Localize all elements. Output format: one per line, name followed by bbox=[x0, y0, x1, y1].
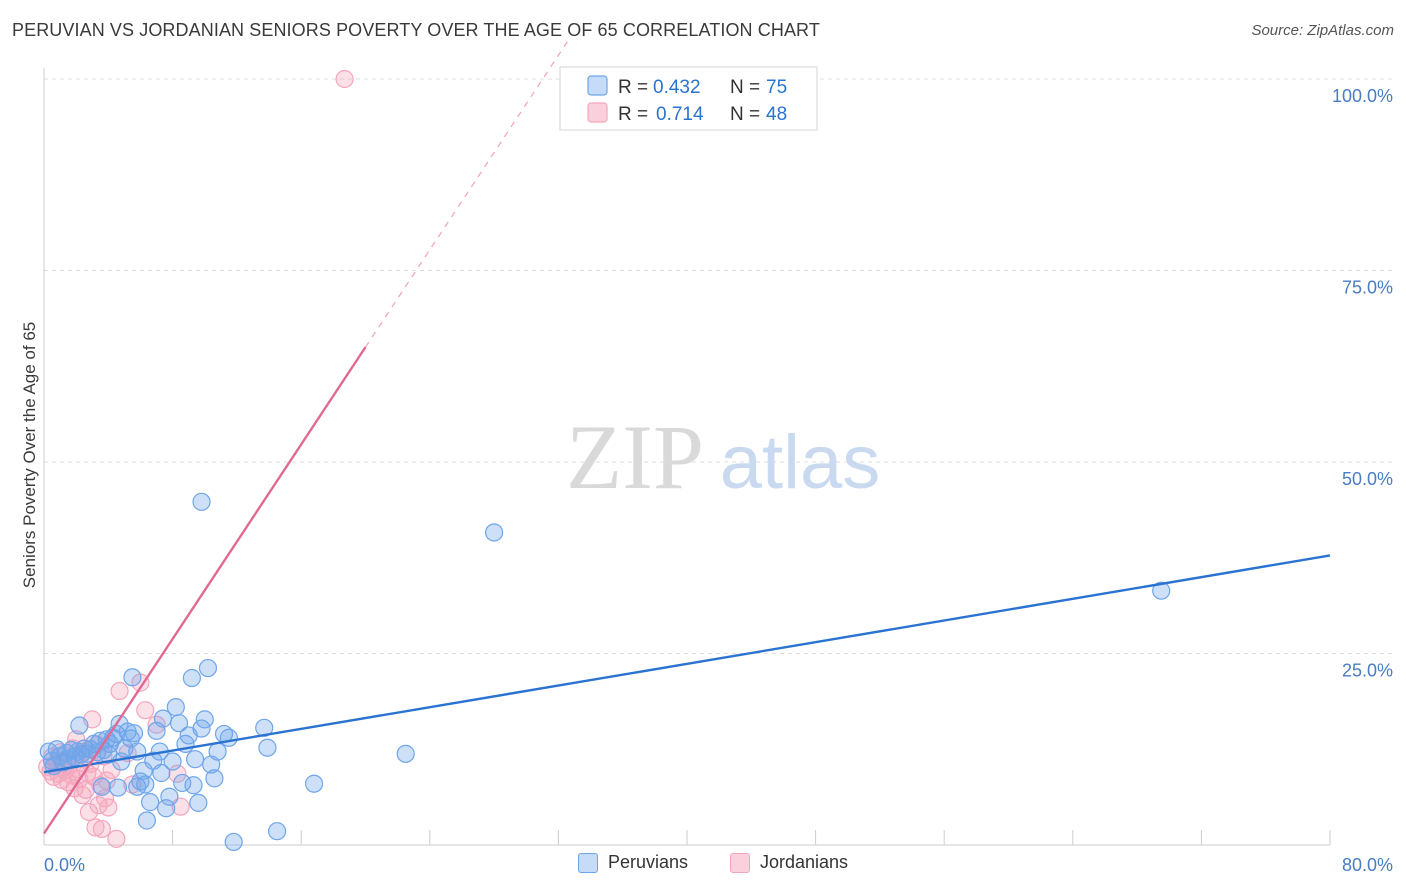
jordanians-point-32 bbox=[92, 819, 111, 839]
peruvians-point-58 bbox=[219, 728, 238, 747]
jordanians-trend-extension bbox=[364, 40, 569, 348]
jordanians-point-38 bbox=[107, 829, 126, 848]
legend-r-value-2: 0.714 bbox=[656, 104, 704, 125]
peruvians-point-67 bbox=[1152, 581, 1171, 600]
peruvians-point-53 bbox=[198, 658, 218, 678]
peruvians-point-59 bbox=[224, 832, 243, 852]
jordanians-point-20 bbox=[73, 786, 92, 805]
source-label: Source: ZipAtlas.com bbox=[1251, 22, 1394, 39]
legend-box: R = 0.432 N = 75 R = 0.714 N = 48 bbox=[559, 66, 818, 131]
peruvians-point-33 bbox=[134, 761, 153, 780]
legend-r-label-1: R = bbox=[618, 77, 648, 98]
peruvians-point-34 bbox=[137, 811, 156, 830]
peruvians-point-69 bbox=[92, 777, 111, 796]
legend-item-jordanians[interactable]: Jordanians bbox=[730, 852, 848, 873]
legend-r-value-1: 0.432 bbox=[653, 77, 701, 98]
peruvians-point-64 bbox=[396, 744, 415, 763]
watermark-zip: ZIP bbox=[566, 406, 704, 508]
legend-n-value-2: 48 bbox=[766, 104, 787, 125]
y-tick-label-1: 75.0% bbox=[1342, 278, 1393, 298]
grid-lines bbox=[44, 78, 1394, 654]
peruvians-point-48 bbox=[182, 668, 201, 688]
peruvians-point-62 bbox=[267, 822, 287, 841]
jordanians-trend-line bbox=[42, 346, 367, 835]
peruvians-point-44 bbox=[169, 714, 189, 733]
peruvians-point-43 bbox=[166, 698, 185, 717]
legend-swatch-peruvians bbox=[587, 75, 608, 96]
watermark: ZIP atlas bbox=[566, 406, 880, 508]
trend-lines bbox=[42, 40, 1331, 835]
jordanians-point-43 bbox=[136, 701, 155, 720]
y-tick-label-0: 100.0% bbox=[1332, 86, 1393, 106]
jordanians-point-35 bbox=[97, 771, 116, 790]
legend-item-peruvians[interactable]: Peruvians bbox=[578, 852, 688, 873]
peruvians-point-50 bbox=[189, 793, 208, 812]
jordanians-point-36 bbox=[99, 798, 118, 817]
jordanians-point-28 bbox=[86, 818, 105, 837]
peruvians-point-45 bbox=[173, 773, 192, 793]
jordanians-swatch bbox=[730, 852, 750, 873]
peruvians-point-65 bbox=[192, 492, 211, 511]
peruvians-point-30 bbox=[124, 724, 144, 743]
jordanians-point-39 bbox=[110, 681, 129, 701]
watermark-atlas: atlas bbox=[720, 420, 881, 505]
peruvians-point-52 bbox=[195, 710, 214, 729]
peruvians-point-72 bbox=[152, 763, 171, 783]
chart-title: PERUVIAN VS JORDANIAN SENIORS POVERTY OV… bbox=[12, 20, 820, 40]
legend-r-label-2: R = bbox=[618, 104, 648, 125]
peruvians-points bbox=[39, 492, 1171, 852]
legend-n-value-1: 75 bbox=[766, 77, 787, 98]
peruvians-point-70 bbox=[108, 778, 128, 797]
x-tick-label-min: 0.0% bbox=[44, 855, 85, 875]
legend-n-label-2: N = bbox=[730, 104, 760, 125]
legend-label-peruvians: Peruvians bbox=[608, 852, 689, 872]
axes bbox=[43, 68, 1331, 846]
peruvians-point-63 bbox=[304, 774, 324, 793]
y-tick-label-2: 50.0% bbox=[1342, 469, 1393, 489]
peruvians-point-42 bbox=[163, 752, 182, 771]
peruvians-point-61 bbox=[258, 738, 277, 757]
legend-swatch-jordanians bbox=[587, 102, 608, 123]
x-tick-label-max: 80.0% bbox=[1342, 855, 1393, 875]
peruvians-point-24 bbox=[70, 716, 89, 735]
peruvians-point-68 bbox=[123, 668, 142, 687]
y-tick-label-3: 25.0% bbox=[1342, 661, 1393, 681]
peruvians-point-56 bbox=[208, 742, 227, 761]
bottom-legend: Peruvians Jordanians bbox=[0, 852, 1406, 878]
tick-labels: 100.0% 75.0% 50.0% 25.0% 0.0% 80.0% bbox=[44, 86, 1393, 875]
peruvians-point-41 bbox=[160, 787, 179, 806]
legend-n-label-1: N = bbox=[730, 77, 760, 98]
peruvians-swatch bbox=[578, 852, 598, 873]
legend-label-jordanians: Jordanians bbox=[760, 852, 849, 872]
peruvians-point-73 bbox=[128, 777, 147, 796]
peruvians-point-74 bbox=[184, 776, 203, 795]
peruvians-point-35 bbox=[140, 793, 160, 812]
peruvians-trend-line bbox=[43, 554, 1331, 774]
peruvians-point-40 bbox=[157, 799, 176, 818]
jordanians-point-24 bbox=[79, 802, 99, 822]
peruvians-point-49 bbox=[186, 750, 205, 769]
jordanians-point-47 bbox=[335, 69, 354, 89]
peruvians-point-66 bbox=[485, 523, 504, 542]
peruvians-point-32 bbox=[131, 772, 150, 791]
peruvians-point-55 bbox=[205, 769, 224, 788]
